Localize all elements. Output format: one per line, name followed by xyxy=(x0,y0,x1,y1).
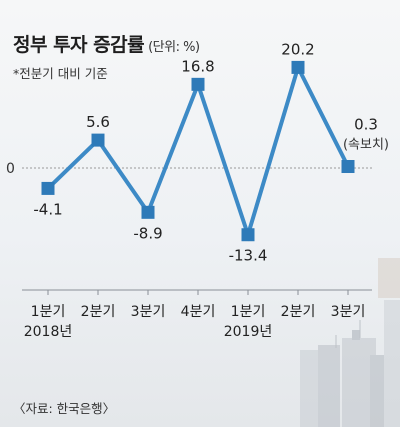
zero-label: 0 xyxy=(6,161,15,177)
data-point xyxy=(341,160,355,174)
unit-label: (단위: %) xyxy=(148,40,200,55)
data-label: 16.8 xyxy=(181,57,214,75)
data-point xyxy=(41,181,55,195)
x-tick-year-label: 2018년 xyxy=(24,324,73,340)
x-tick-label: 3분기 xyxy=(331,304,366,320)
data-label: 5.6 xyxy=(86,113,110,131)
x-tick-label: 1분기 xyxy=(231,304,266,320)
data-point xyxy=(291,60,305,74)
x-tick-label: 3분기 xyxy=(131,304,166,320)
data-label: -8.9 xyxy=(133,224,162,242)
series-line xyxy=(46,62,350,242)
x-tick-year-label: 2019년 xyxy=(224,324,273,340)
x-tick-label: 2분기 xyxy=(281,304,316,320)
data-label: 20.2 xyxy=(281,40,314,58)
chart-subtitle: *전분기 대비 기준 xyxy=(13,66,108,81)
data-label: -13.4 xyxy=(229,247,268,265)
data-label: -4.1 xyxy=(33,200,62,218)
chart-title: 정부 투자 증감률 (단위: %) xyxy=(13,34,200,56)
data-point xyxy=(191,77,205,91)
source-note: 〈자료: 한국은행〉 xyxy=(13,401,116,416)
data-point xyxy=(241,228,255,242)
x-tick-label: 4분기 xyxy=(181,304,216,320)
data-point xyxy=(91,133,105,147)
annotation-label: (속보치) xyxy=(343,138,389,153)
x-tick-label: 2분기 xyxy=(81,304,116,320)
data-point xyxy=(141,205,155,219)
data-label: 0.3 xyxy=(354,116,378,134)
x-tick-label: 1분기 xyxy=(31,304,66,320)
